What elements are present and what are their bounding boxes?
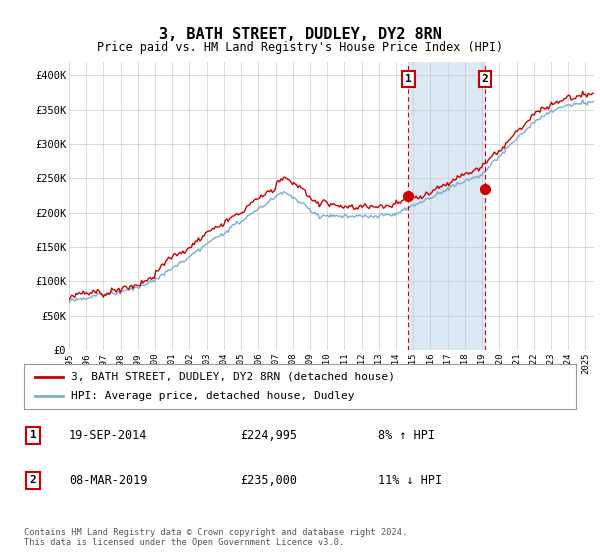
- Bar: [409, 62, 485, 350]
- Text: HPI: Average price, detached house, Dudley: HPI: Average price, detached house, Dudl…: [71, 391, 355, 402]
- Text: Price paid vs. HM Land Registry's House Price Index (HPI): Price paid vs. HM Land Registry's House …: [97, 41, 503, 54]
- Text: 08-MAR-2019: 08-MAR-2019: [69, 474, 148, 487]
- Text: 19-SEP-2014: 19-SEP-2014: [69, 429, 148, 442]
- Text: 1: 1: [405, 74, 412, 84]
- Text: £235,000: £235,000: [240, 474, 297, 487]
- Text: 1: 1: [29, 431, 37, 440]
- Text: 2: 2: [482, 74, 488, 84]
- Text: £224,995: £224,995: [240, 429, 297, 442]
- Text: 3, BATH STREET, DUDLEY, DY2 8RN (detached house): 3, BATH STREET, DUDLEY, DY2 8RN (detache…: [71, 371, 395, 381]
- Text: 3, BATH STREET, DUDLEY, DY2 8RN: 3, BATH STREET, DUDLEY, DY2 8RN: [158, 27, 442, 42]
- Text: 8% ↑ HPI: 8% ↑ HPI: [378, 429, 435, 442]
- Text: 11% ↓ HPI: 11% ↓ HPI: [378, 474, 442, 487]
- Text: Contains HM Land Registry data © Crown copyright and database right 2024.
This d: Contains HM Land Registry data © Crown c…: [24, 528, 407, 547]
- Text: 2: 2: [29, 475, 37, 485]
